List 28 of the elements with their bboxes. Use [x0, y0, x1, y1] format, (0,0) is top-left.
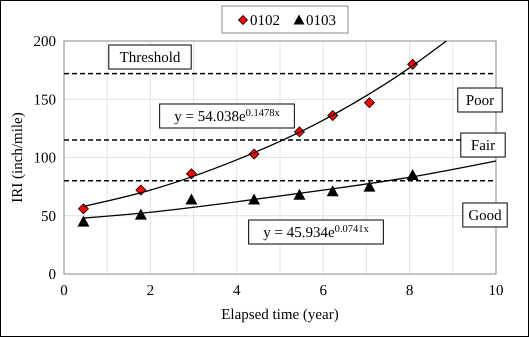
legend-label: 0102 — [250, 13, 280, 29]
x-tick-label: 4 — [233, 283, 242, 299]
x-tick-label: 6 — [319, 283, 328, 299]
point — [326, 185, 339, 196]
x-tick-label: 10 — [488, 283, 504, 299]
y-tick-label: 100 — [34, 150, 56, 166]
point — [78, 203, 89, 214]
x-tick-label: 8 — [406, 283, 414, 299]
y-tick-label: 0 — [48, 267, 56, 283]
point — [185, 193, 198, 204]
point — [364, 97, 375, 108]
y-tick-label: 150 — [34, 92, 56, 108]
point — [77, 216, 90, 227]
annotation: Threshold — [120, 50, 181, 66]
legend-label: 0103 — [306, 13, 336, 29]
annotation: Fair — [470, 138, 496, 154]
x-axis-title: Elapsed time (year) — [221, 307, 339, 323]
point — [363, 180, 376, 192]
annotation: Good — [468, 208, 502, 224]
annotation: y = 45.934e$^{0.0741x}$ — [263, 224, 370, 241]
point — [293, 188, 306, 200]
y-axis-title: IRI (inch/mile) — [10, 112, 26, 203]
annotation: y = 54.038e$^{0.1478x}$ — [174, 108, 280, 125]
x-tick-label: 0 — [60, 283, 68, 299]
y-tick-label: 50 — [41, 208, 56, 225]
y-tick-label: 200 — [34, 34, 56, 50]
annotation: Poor — [466, 93, 494, 109]
x-tick-label: 2 — [146, 283, 154, 299]
